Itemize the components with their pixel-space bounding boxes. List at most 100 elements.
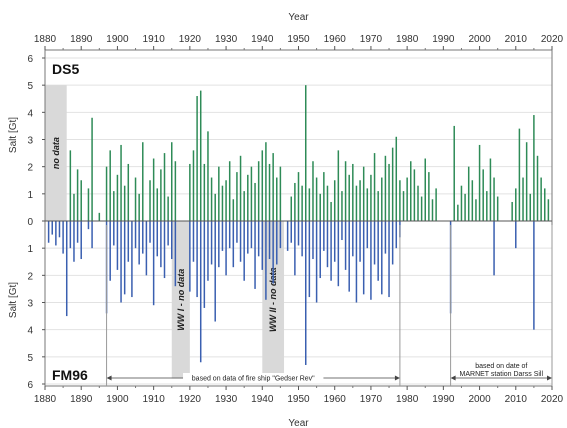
bar-ds5 xyxy=(395,136,398,221)
x-tick-label-bottom: 1990 xyxy=(432,394,455,405)
bar-fm96 xyxy=(370,221,372,300)
bar-ds5 xyxy=(319,193,321,221)
bar-ds5 xyxy=(478,144,481,221)
bar-ds5 xyxy=(152,158,155,221)
bar-fm96 xyxy=(323,221,325,251)
annotation-text: based on date of xyxy=(475,363,527,370)
bar-ds5 xyxy=(163,153,166,221)
bar-ds5 xyxy=(413,169,416,221)
bar-ds5 xyxy=(149,180,151,221)
bar-ds5 xyxy=(250,166,253,221)
bar-ds5 xyxy=(232,199,235,221)
bar-ds5 xyxy=(199,90,202,221)
labels: DS5 FM96 based on data of fire ship "Gedse… xyxy=(52,61,553,386)
bar-ds5 xyxy=(482,169,484,221)
grid-lines xyxy=(45,57,552,385)
bar-fm96 xyxy=(73,221,75,262)
bar-fm96 xyxy=(341,221,343,241)
bar-ds5 xyxy=(236,172,238,221)
bar-fm96 xyxy=(384,221,387,254)
x-tick-label-bottom: 1960 xyxy=(324,394,347,405)
shaded-period-label: WW I - no data xyxy=(176,269,186,331)
bar-ds5 xyxy=(475,199,477,221)
bar-fm96 xyxy=(304,221,307,365)
x-tick-label-bottom: 1950 xyxy=(287,394,310,405)
bar-ds5 xyxy=(192,150,195,221)
panel-label-ds5: DS5 xyxy=(52,61,79,77)
x-tick-label-bottom: 1970 xyxy=(360,394,383,405)
bar-fm96 xyxy=(279,221,282,249)
bar-fm96 xyxy=(344,221,347,270)
bar-ds5 xyxy=(312,161,314,221)
bar-fm96 xyxy=(134,221,137,249)
bar-ds5 xyxy=(529,193,532,221)
x-tick-label-bottom: 2000 xyxy=(468,394,491,405)
bar-ds5 xyxy=(221,185,224,221)
bar-ds5 xyxy=(247,174,249,221)
bar-ds5 xyxy=(87,188,90,221)
bar-fm96 xyxy=(192,221,195,262)
bar-fm96 xyxy=(76,221,79,243)
bar-ds5 xyxy=(257,161,260,221)
bar-fm96 xyxy=(196,221,198,298)
bar-ds5 xyxy=(73,193,75,221)
y-tick-label-top: 3 xyxy=(27,136,33,147)
bar-fm96 xyxy=(333,221,336,262)
bar-ds5 xyxy=(420,196,423,221)
bar-ds5 xyxy=(171,142,173,221)
y-tick-label-top: 6 xyxy=(27,54,33,65)
bar-fm96 xyxy=(391,221,394,265)
bar-ds5 xyxy=(297,172,300,221)
bar-ds5 xyxy=(127,163,130,221)
x-tick-label-top: 1940 xyxy=(251,34,274,45)
bar-ds5 xyxy=(402,191,405,221)
x-axis-title-bottom: Year xyxy=(288,418,309,428)
bar-fm96 xyxy=(355,221,358,303)
bar-fm96 xyxy=(308,221,311,298)
bar-fm96 xyxy=(87,221,90,230)
bar-ds5 xyxy=(228,161,231,221)
bar-fm96 xyxy=(373,221,376,265)
ds5-bars xyxy=(69,85,550,222)
y-tick-label-top: 4 xyxy=(27,108,33,119)
bar-ds5 xyxy=(330,201,332,221)
bar-ds5 xyxy=(294,182,296,221)
bar-fm96 xyxy=(199,221,202,363)
bar-fm96 xyxy=(352,221,354,257)
bar-ds5 xyxy=(207,131,209,221)
bar-fm96 xyxy=(218,221,220,268)
bar-ds5 xyxy=(91,117,93,221)
x-tick-label-top: 1900 xyxy=(106,34,129,45)
bar-ds5 xyxy=(113,191,115,221)
bar-fm96 xyxy=(366,221,369,249)
bar-fm96 xyxy=(58,221,61,238)
bar-ds5 xyxy=(518,128,521,221)
y-axis-title-bottom: Salt [Gt] xyxy=(8,282,19,318)
bar-fm96 xyxy=(286,221,289,251)
bar-fm96 xyxy=(243,221,245,281)
bar-ds5 xyxy=(304,85,307,222)
bar-fm96 xyxy=(319,221,321,279)
bar-ds5 xyxy=(80,180,82,221)
bar-ds5 xyxy=(265,142,267,221)
x-tick-label-top: 1910 xyxy=(143,34,166,45)
bar-ds5 xyxy=(471,180,474,221)
bar-fm96 xyxy=(207,221,209,281)
bar-fm96 xyxy=(268,221,271,260)
bar-fm96 xyxy=(167,221,169,246)
axes: 1880 1880 1890 1890 1900 1900 1910 1910 1920 1920… xyxy=(8,12,564,428)
bar-fm96 xyxy=(80,221,82,260)
bar-fm96 xyxy=(127,221,130,262)
bar-fm96 xyxy=(388,221,390,298)
bar-fm96 xyxy=(377,221,379,281)
x-tick-label-bottom: 1900 xyxy=(106,394,129,405)
bar-fm96 xyxy=(160,221,162,268)
x-tick-label-bottom: 1910 xyxy=(143,394,166,405)
panel-label-fm96: FM96 xyxy=(52,367,88,383)
annotation-text: MARNET station Darss Sill xyxy=(460,371,544,378)
bar-ds5 xyxy=(525,142,528,221)
bar-fm96 xyxy=(290,221,293,243)
annotation-arrow-left xyxy=(106,375,112,381)
annotation-text: based on data of fire ship "Gedser Rev" xyxy=(192,376,315,383)
bar-fm96 xyxy=(210,221,213,265)
